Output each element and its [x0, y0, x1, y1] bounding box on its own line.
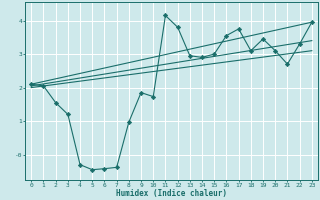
X-axis label: Humidex (Indice chaleur): Humidex (Indice chaleur)	[116, 189, 227, 198]
